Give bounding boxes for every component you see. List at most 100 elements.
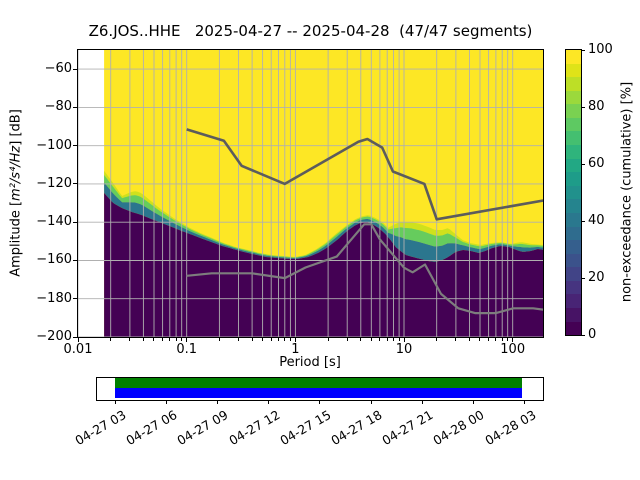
x-minor-tick [110, 338, 112, 341]
y-major-tick [73, 298, 78, 300]
coverage-used-segments-bar [114, 378, 522, 388]
x-minor-tick [262, 338, 264, 341]
y-tick-label: −120 [36, 175, 72, 191]
colorbar-step [566, 172, 581, 186]
colorbar-step [566, 131, 581, 146]
coverage-tick [524, 400, 526, 404]
colorbar-step [566, 77, 581, 91]
colorbar-step [566, 253, 581, 268]
x-minor-tick [495, 338, 497, 341]
x-minor-tick [284, 338, 286, 341]
coverage-tick [268, 400, 270, 404]
colorbar-step [566, 307, 581, 322]
x-minor-tick [360, 338, 362, 341]
colorbar-step [566, 63, 581, 78]
colorbar-step [566, 321, 581, 336]
y-tick-label: −100 [36, 137, 72, 153]
coverage-tick [421, 400, 423, 404]
x-minor-tick [346, 338, 348, 341]
colorbar-tick-label: 40 [588, 213, 605, 228]
x-minor-tick [289, 338, 291, 341]
x-minor-tick [507, 338, 509, 341]
colorbar-tick-label: 100 [588, 42, 613, 57]
colorbar-tick [581, 163, 585, 165]
x-minor-tick [162, 338, 164, 341]
colorbar [565, 49, 582, 336]
x-minor-tick [455, 338, 457, 341]
y-tick-label: −140 [36, 214, 72, 230]
ppsd-heatmap-canvas [78, 50, 543, 337]
coverage-available-data-bar [114, 388, 522, 398]
x-minor-tick [142, 338, 144, 341]
x-minor-tick [370, 338, 372, 341]
colorbar-step [566, 50, 581, 64]
colorbar-step [566, 280, 581, 295]
x-minor-tick [153, 338, 155, 341]
x-axis-label: Period [s] [279, 355, 341, 370]
x-major-tick [186, 338, 188, 342]
colorbar-step [566, 90, 581, 105]
x-minor-tick [398, 338, 400, 341]
y-axis-label: Amplitude [m²/s⁴/Hz] [dB] [9, 109, 24, 277]
colorbar-step [566, 185, 581, 200]
x-minor-tick [436, 338, 438, 341]
x-minor-tick [379, 338, 381, 341]
x-minor-tick [392, 338, 394, 341]
colorbar-tick [581, 334, 585, 336]
colorbar-step [566, 267, 581, 281]
x-minor-tick [468, 338, 470, 341]
x-minor-tick [278, 338, 280, 341]
y-tick-label: −160 [36, 252, 72, 268]
y-major-tick [73, 145, 78, 147]
coverage-tick [114, 400, 116, 404]
x-major-tick [512, 338, 514, 342]
x-tick-label: 100 [500, 342, 526, 357]
x-major-tick [403, 338, 405, 342]
x-minor-tick [218, 338, 220, 341]
colorbar-step [566, 226, 581, 241]
y-major-tick [73, 221, 78, 223]
x-major-tick [77, 338, 79, 342]
colorbar-step [566, 240, 581, 254]
x-minor-tick [238, 338, 240, 341]
plot-title: Z6.JOS..HHE 2025-04-27 -- 2025-04-28 (47… [88, 22, 533, 40]
x-minor-tick [251, 338, 253, 341]
y-major-tick [73, 68, 78, 70]
colorbar-tick [581, 49, 585, 51]
colorbar-tick-label: 60 [588, 156, 605, 171]
coverage-tick [472, 400, 474, 404]
colorbar-label: non-exceedance (cumulative) [%] [619, 81, 635, 303]
y-tick-label: −200 [36, 329, 72, 344]
x-tick-label: 10 [395, 342, 413, 357]
colorbar-tick [581, 106, 585, 108]
colorbar-step [566, 104, 581, 118]
colorbar-tick-label: 80 [588, 99, 605, 114]
colorbar-tick-label: 20 [588, 270, 605, 285]
x-minor-tick [327, 338, 329, 341]
coverage-tick [216, 400, 218, 404]
colorbar-step [566, 145, 581, 159]
x-minor-tick [270, 338, 272, 341]
y-major-tick [73, 183, 78, 185]
colorbar-step [566, 117, 581, 132]
colorbar-step [566, 294, 581, 308]
x-minor-tick [181, 338, 183, 341]
x-minor-tick [169, 338, 171, 341]
y-major-tick [73, 336, 78, 338]
y-major-tick [73, 259, 78, 261]
colorbar-tick [581, 220, 585, 222]
x-minor-tick [386, 338, 388, 341]
y-axis-label-units: m²/s⁴/Hz [8, 145, 24, 201]
ppsd-heatmap [77, 49, 544, 338]
x-major-tick [294, 338, 296, 342]
x-minor-tick [479, 338, 481, 341]
coverage-tick [319, 400, 321, 404]
colorbar-step [566, 199, 581, 213]
coverage-tick [370, 400, 372, 404]
y-tick-label: −180 [36, 290, 72, 306]
x-minor-tick [501, 338, 503, 341]
coverage-bar [96, 377, 544, 401]
y-axis-label-prefix: Amplitude [ [8, 200, 24, 277]
colorbar-tick-label: 0 [588, 327, 597, 342]
